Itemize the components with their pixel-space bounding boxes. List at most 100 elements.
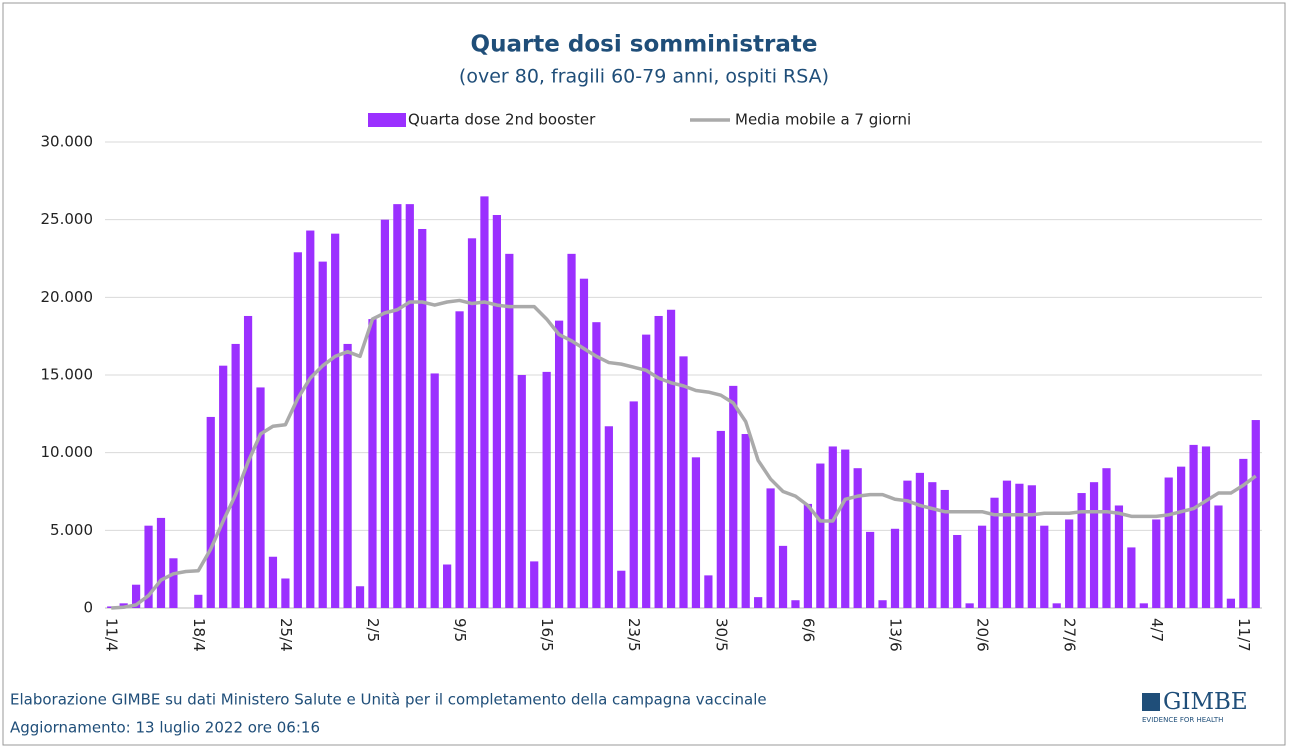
bar [890,528,900,608]
bar [1102,468,1111,608]
line [111,298,1257,610]
bar [156,517,166,608]
bar [530,561,539,608]
bar [231,343,240,608]
bar [268,556,278,608]
bar [1139,603,1148,608]
x-tick-label: 18/4 [190,618,208,652]
bar [903,480,912,608]
bar [679,356,688,608]
bar [965,603,974,608]
bar [1239,458,1248,608]
bar [194,594,203,608]
bar [803,503,813,608]
bar [1027,485,1036,608]
y-tick-label: 25.000 [41,210,94,228]
bar [443,564,452,608]
x-tick-label: 11/4 [103,618,121,652]
bar [256,387,265,608]
bar [517,375,526,608]
x-tick-label: 23/5 [625,618,643,652]
bar [1015,483,1024,608]
bar [567,253,576,608]
bar [816,463,825,608]
chart-title: Quarte dosi somministrate [471,32,818,58]
bar [729,385,738,608]
bar [915,472,924,608]
bar [1065,519,1074,608]
bar [617,570,626,608]
bar [1152,519,1161,608]
bar [131,584,141,608]
bar [331,233,340,608]
bar [579,278,589,608]
bar [1052,603,1061,608]
x-tick-label: 30/5 [712,618,730,652]
bar [281,578,290,608]
bar [206,416,215,608]
bar [604,426,613,608]
bar [766,488,775,608]
bar [642,334,651,608]
bar [1177,466,1186,608]
bar [654,315,663,608]
bar [841,449,850,608]
logo-icon [1142,693,1160,711]
bar [629,401,638,608]
bar [791,600,800,608]
bar [542,371,551,608]
bar [1114,505,1124,608]
bar [355,586,365,608]
bar [169,558,178,608]
chart-subtitle: (over 80, fragili 60-79 anni, ospiti RSA… [459,66,829,88]
bar [666,309,676,608]
bar [1002,480,1012,608]
y-tick-label: 20.000 [41,288,94,306]
bar [405,204,414,608]
bar [853,468,862,608]
bar [990,497,999,608]
x-tick-label: 25/4 [277,618,295,652]
bar [866,531,875,608]
bar [455,311,464,608]
bar [554,320,564,608]
x-tick-label: 27/6 [1061,618,1079,652]
x-tick-label: 20/6 [974,618,992,652]
bar [704,575,713,608]
bar [318,261,327,608]
bar [754,597,763,608]
bar [778,545,788,608]
legend-label: Media mobile a 7 giorni [735,111,911,129]
y-tick-label: 0 [83,599,93,617]
bar [977,525,987,608]
bar [1089,482,1099,608]
bar [928,482,937,608]
bar [1077,493,1086,608]
bar [1040,525,1049,608]
bar [343,343,352,608]
bar [940,489,949,608]
bar [1164,477,1173,608]
y-tick-label: 10.000 [41,443,94,461]
legend-label: Quarta dose 2nd booster [408,111,596,129]
bar [293,252,302,608]
bar [716,430,725,608]
logo: GIMBE [1163,689,1248,715]
source-note: Elaborazione GIMBE su dati Ministero Sal… [10,691,767,709]
bar [691,457,701,608]
bar [1226,598,1236,608]
logo-tagline: EVIDENCE FOR HEALTH [1142,716,1223,724]
bar [953,534,962,608]
bar [592,322,601,608]
bar [828,446,837,608]
bar [393,204,402,608]
bar [368,319,377,608]
bar [467,238,477,608]
bar [480,196,489,608]
bar [1189,444,1198,608]
x-tick-label: 6/6 [799,618,817,642]
bar [306,230,315,609]
x-tick-label: 16/5 [538,618,556,652]
bar [1127,547,1136,608]
